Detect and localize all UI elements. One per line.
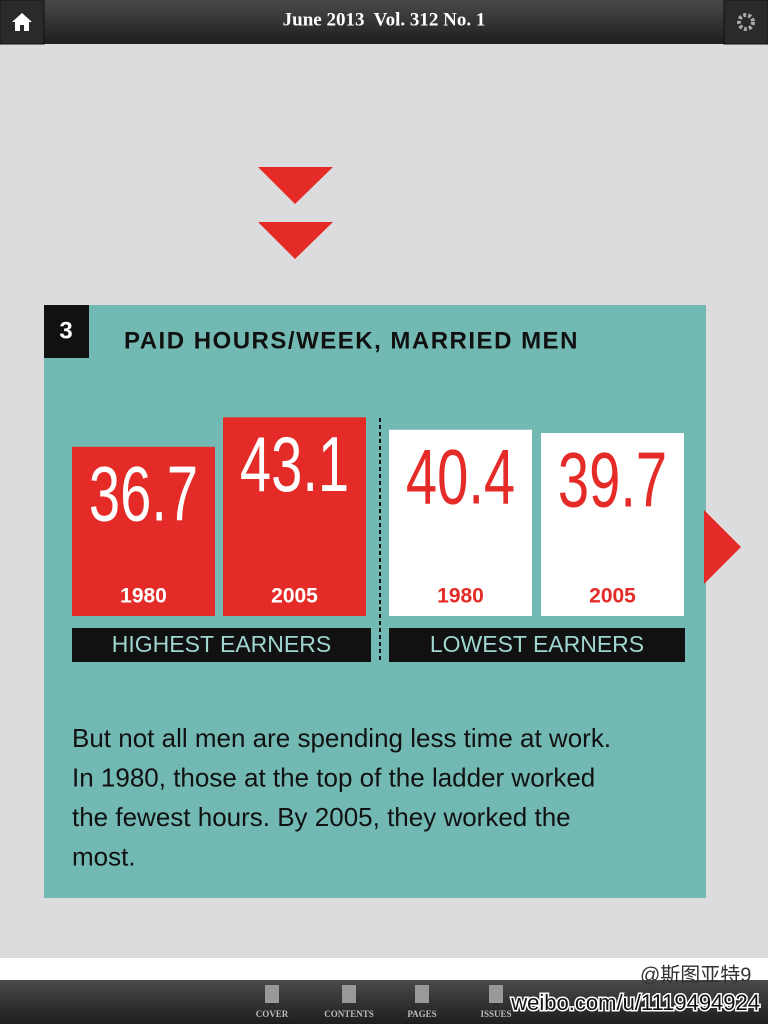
group-label: LOWEST EARNERS	[430, 631, 644, 657]
body-line: most.	[72, 841, 136, 871]
body-line: the fewest hours. By 2005, they worked t…	[72, 802, 571, 832]
bar	[541, 432, 684, 616]
bar-year: 1980	[120, 585, 167, 608]
tab-icon[interactable]	[489, 985, 503, 1003]
tab-label[interactable]: PAGES	[407, 1009, 436, 1019]
card-number-box	[44, 305, 89, 358]
down-arrows[interactable]	[258, 167, 333, 259]
tab-label[interactable]: CONTENTS	[324, 1009, 374, 1019]
body-text: But not all men are spending less time a…	[72, 723, 611, 872]
tab-icon[interactable]	[265, 985, 279, 1003]
page-edge	[0, 958, 768, 980]
tab-icon[interactable]	[342, 985, 356, 1003]
bar-value: 39.7	[558, 437, 667, 524]
bar	[223, 417, 366, 616]
card-number: 3	[59, 317, 72, 344]
card-title: PAID HOURS/WEEK, MARRIED MEN	[124, 327, 579, 354]
bar	[72, 446, 215, 616]
body-line: But not all men are spending less time a…	[72, 723, 611, 753]
bar-value: 36.7	[89, 450, 198, 537]
tab-icon[interactable]	[415, 985, 429, 1003]
settings-button[interactable]	[723, 0, 768, 45]
bar-value: 40.4	[406, 433, 515, 520]
group-label-box	[389, 628, 685, 662]
body-line: In 1980, those at the top of the ladder …	[72, 762, 595, 792]
bar-year: 2005	[271, 585, 318, 608]
bar	[389, 429, 532, 616]
bar-year: 2005	[589, 585, 636, 608]
tab-label[interactable]: COVER	[256, 1009, 289, 1019]
issue-title: June 2013 Vol. 312 No. 1	[283, 9, 486, 30]
top-bar	[0, 0, 768, 44]
group-label: HIGHEST EARNERS	[112, 631, 331, 657]
watermark-url: weibo.com/u/1119494924	[510, 990, 760, 1015]
group-label-box	[72, 628, 371, 662]
watermark-handle: @斯图亚特9	[640, 963, 751, 986]
tab-label[interactable]: ISSUES	[480, 1009, 511, 1019]
bars: 36.7 1980 43.1 2005 HIGHEST EARNERS 40.4 1980 3…	[72, 417, 685, 662]
tab-bar	[0, 980, 768, 1024]
bar-year: 1980	[437, 585, 484, 608]
home-icon	[12, 13, 32, 31]
settings-icon	[737, 13, 755, 31]
bar-value: 43.1	[240, 421, 349, 508]
next-arrow[interactable]	[704, 510, 741, 584]
tabs: COVER CONTENTS PAGES ISSUES	[256, 985, 512, 1019]
